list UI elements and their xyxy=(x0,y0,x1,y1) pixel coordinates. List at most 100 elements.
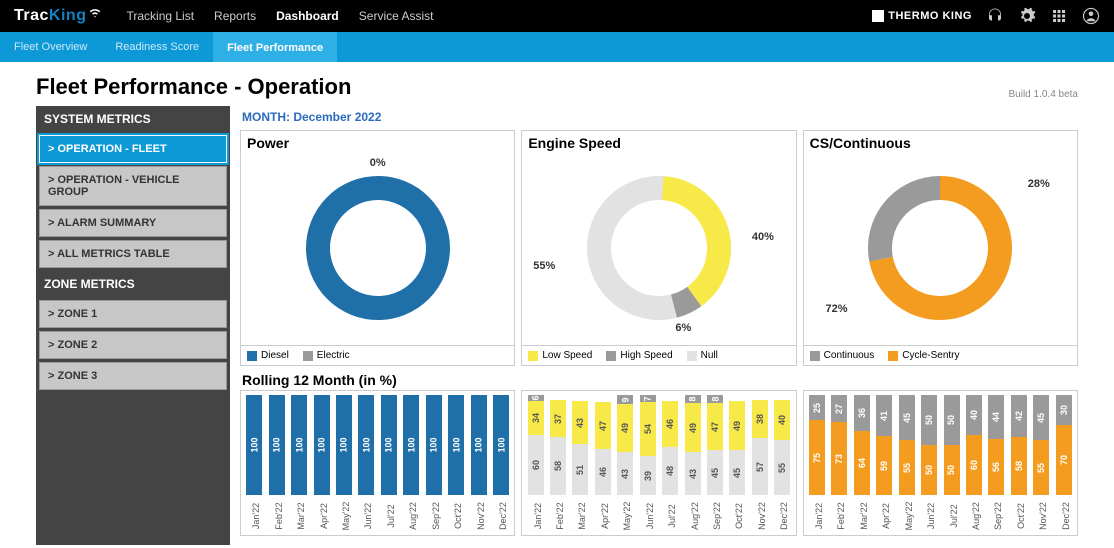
brand-label: THERMO KING xyxy=(872,10,972,22)
logo-suffix: King xyxy=(49,7,87,25)
sidebar-item-zone-2[interactable]: > ZONE 2 xyxy=(39,331,227,359)
bar-col: 5545 xyxy=(899,395,915,495)
subtabs: Fleet Overview Readiness Score Fleet Per… xyxy=(0,32,1114,62)
page-title: Fleet Performance - Operation xyxy=(36,74,351,100)
legend-item: Diesel xyxy=(247,350,289,361)
sidebar-item-operation-fleet[interactable]: > OPERATION - FLEET xyxy=(39,135,227,163)
legend-item: Cycle-Sentry xyxy=(888,350,959,361)
donut-row: Power 0% Diesel Electric Engine Speed 40%… xyxy=(240,130,1078,366)
sidebar-item-zone-1[interactable]: > ZONE 1 xyxy=(39,300,227,328)
bar-col: 5837 xyxy=(550,395,566,495)
legend-item: Low Speed xyxy=(528,350,592,361)
nav-tracking-list[interactable]: Tracking List xyxy=(126,9,194,23)
headset-icon[interactable] xyxy=(986,7,1004,25)
logo-prefix: Trac xyxy=(14,7,49,25)
sidebar: SYSTEM METRICS > OPERATION - FLEET > OPE… xyxy=(36,106,230,548)
bar-col: 6040 xyxy=(966,395,982,495)
card-engine-title: Engine Speed xyxy=(522,131,795,155)
legend-item: Null xyxy=(687,350,718,361)
legend-engine: Low Speed High Speed Null xyxy=(522,345,795,365)
sidebar-item-alarm-summary[interactable]: > ALARM SUMMARY xyxy=(39,209,227,237)
bar-col: 43498 xyxy=(685,395,701,495)
bar-col: 7327 xyxy=(831,395,847,495)
bar-col: 7030 xyxy=(1056,395,1072,495)
wifi-icon xyxy=(88,6,102,20)
bar-col: 5644 xyxy=(988,395,1004,495)
donut-cs: 28%72% xyxy=(804,155,1077,345)
bar-col: 100 xyxy=(471,395,487,495)
bar-col: 5842 xyxy=(1011,395,1027,495)
sidebar-item-all-metrics-table[interactable]: > ALL METRICS TABLE xyxy=(39,240,227,268)
page: Fleet Performance - Operation Build 1.0.… xyxy=(0,62,1114,548)
bar-col: 4549 xyxy=(729,395,745,495)
sidebar-head-system: SYSTEM METRICS xyxy=(36,106,230,132)
legend-power: Diesel Electric xyxy=(241,345,514,365)
bar-col: 5941 xyxy=(876,395,892,495)
bar-col: 60346 xyxy=(528,395,544,495)
card-cs-continuous: CS/Continuous 28%72% Continuous Cycle-Sen… xyxy=(803,130,1078,366)
bar-col: 6436 xyxy=(854,395,870,495)
topbar-right: THERMO KING xyxy=(872,7,1100,25)
card-power: Power 0% Diesel Electric xyxy=(240,130,515,366)
bars-engine: 60346 5837 5143 4647 43499 39547 4846 43498 4547… xyxy=(521,390,796,536)
apps-icon[interactable] xyxy=(1050,7,1068,25)
brand-text: THERMO KING xyxy=(888,10,972,22)
tab-readiness-score[interactable]: Readiness Score xyxy=(101,32,213,62)
bars-cs: 7525732764365941554550505050604056445842… xyxy=(803,390,1078,536)
sidebar-fill xyxy=(36,393,230,545)
bar-col: 4647 xyxy=(595,395,611,495)
topbar: TracKing Tracking List Reports Dashboard… xyxy=(0,0,1114,32)
sidebar-item-zone-3[interactable]: > ZONE 3 xyxy=(39,362,227,390)
bar-col: 100 xyxy=(336,395,352,495)
bar-col: 100 xyxy=(381,395,397,495)
month-label: MONTH: December 2022 xyxy=(242,110,1078,124)
bar-col: 45478 xyxy=(707,395,723,495)
nav-reports[interactable]: Reports xyxy=(214,9,256,23)
bar-month-label: Dec'22 xyxy=(1047,508,1081,524)
nav-service-assist[interactable]: Service Assist xyxy=(359,9,434,23)
build-label: Build 1.0.4 beta xyxy=(1009,89,1079,100)
gear-icon[interactable] xyxy=(1018,7,1036,25)
logo: TracKing xyxy=(14,7,102,25)
bar-col: 4846 xyxy=(662,395,678,495)
bar-col: 100 xyxy=(448,395,464,495)
page-header: Fleet Performance - Operation Build 1.0.… xyxy=(36,74,1078,100)
donut-engine: 40%6%55% xyxy=(522,155,795,345)
bar-col: 5050 xyxy=(921,395,937,495)
bar-col: 7525 xyxy=(809,395,825,495)
bar-col: 5738 xyxy=(752,395,768,495)
bar-col: 100 xyxy=(358,395,374,495)
brand-icon xyxy=(872,10,884,22)
card-power-title: Power xyxy=(241,131,514,155)
sidebar-head-zone: ZONE METRICS xyxy=(36,271,230,297)
user-icon[interactable] xyxy=(1082,7,1100,25)
bars-row: 100100100100100100100100100100100100Jan'… xyxy=(240,390,1078,536)
bar-col: 43499 xyxy=(617,395,633,495)
card-cs-title: CS/Continuous xyxy=(804,131,1077,155)
bar-col: 5545 xyxy=(1033,395,1049,495)
donut-power: 0% xyxy=(241,155,514,345)
top-nav: Tracking List Reports Dashboard Service … xyxy=(126,9,433,23)
tab-fleet-overview[interactable]: Fleet Overview xyxy=(0,32,101,62)
card-engine-speed: Engine Speed 40%6%55% Low Speed High Spee… xyxy=(521,130,796,366)
bar-col: 100 xyxy=(291,395,307,495)
bar-month-label: Dec'22 xyxy=(484,508,518,524)
bar-col: 100 xyxy=(246,395,262,495)
bar-col: 5143 xyxy=(572,395,588,495)
legend-item: Continuous xyxy=(810,350,875,361)
bars-power: 100100100100100100100100100100100100Jan'… xyxy=(240,390,515,536)
legend-item: Electric xyxy=(303,350,350,361)
nav-dashboard[interactable]: Dashboard xyxy=(276,9,339,23)
tab-fleet-performance[interactable]: Fleet Performance xyxy=(213,32,337,62)
bar-col: 100 xyxy=(493,395,509,495)
bar-col: 100 xyxy=(426,395,442,495)
sidebar-group-zone: > ZONE 1 > ZONE 2 > ZONE 3 xyxy=(36,297,230,393)
legend-cs: Continuous Cycle-Sentry xyxy=(804,345,1077,365)
legend-item: High Speed xyxy=(606,350,672,361)
main: MONTH: December 2022 Power 0% Diesel Elec… xyxy=(230,106,1078,548)
sidebar-item-operation-vehicle-group[interactable]: > OPERATION - VEHICLE GROUP xyxy=(39,166,227,206)
bar-col: 5540 xyxy=(774,395,790,495)
sidebar-group-system: > OPERATION - FLEET > OPERATION - VEHICL… xyxy=(36,132,230,271)
bar-month-label: Dec'22 xyxy=(765,508,799,524)
bar-col: 39547 xyxy=(640,395,656,495)
